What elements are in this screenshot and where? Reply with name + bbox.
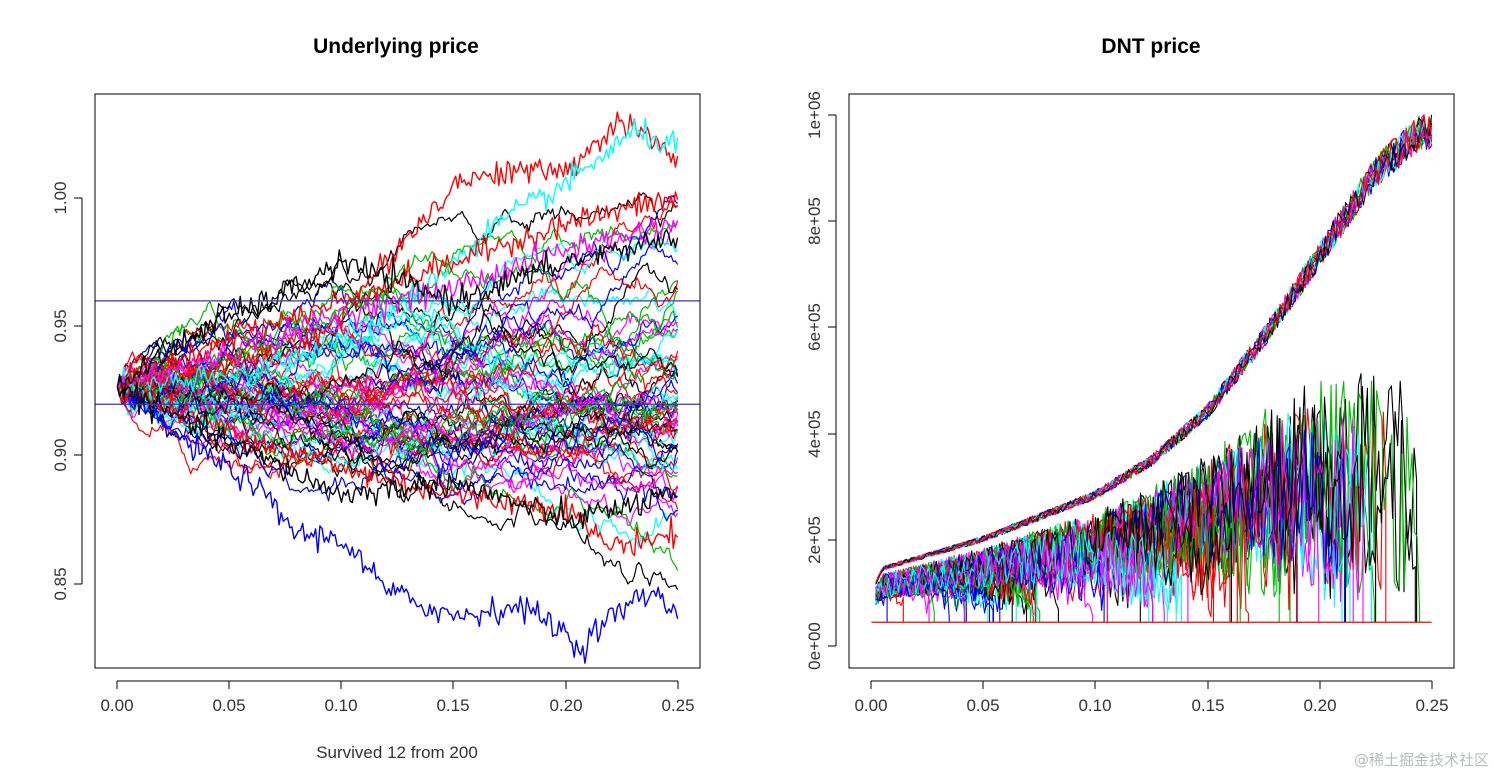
price-path [116,375,678,549]
y-tick-label: 2e+05 [805,516,824,564]
price-path [117,243,679,388]
dnt-path [875,533,1154,623]
y-tick-label: 0.85 [51,567,70,600]
y-axis: 0.85 0.90 0.95 1.00 [51,181,83,601]
watermark: @稀土掘金技术社区 [1353,751,1489,769]
price-path [117,366,679,501]
y-tick-label: 8e+05 [805,197,824,245]
price-path [117,323,679,422]
price-path [116,218,679,390]
x-axis-label: Survived 12 from 200 [316,743,478,762]
x-tick-label: 0.00 [854,696,887,715]
x-tick-label: 0.10 [324,696,357,715]
dnt-price-chart: DNT price 0.00 0.05 0.10 0.15 0.20 0.25 [805,35,1455,715]
x-tick-label: 0.05 [212,696,245,715]
plot-frame [94,93,701,669]
price-path [116,311,679,415]
price-path [117,377,679,430]
y-tick-label: 4e+05 [805,410,824,458]
price-path [116,251,678,395]
price-path [117,117,679,396]
y-tick-label: 0.95 [51,309,70,342]
dnt-path [875,530,1168,623]
dnt-path [875,380,1416,623]
chart-title: Underlying price [313,35,479,58]
barrier-lines [95,300,700,405]
price-path [116,111,679,397]
dnt-path [875,114,1433,584]
dnt-paths [871,114,1433,623]
price-path [117,375,679,461]
price-path [116,378,679,469]
price-path [116,192,678,395]
price-path [116,191,679,391]
price-paths [116,111,679,664]
y-tick-label: 6e+05 [805,303,824,351]
price-path [116,381,678,530]
x-tick-label: 0.20 [549,696,582,715]
price-path [116,379,679,664]
x-axis: 0.00 0.05 0.10 0.15 0.20 0.25 [100,680,695,715]
price-path [116,356,678,499]
y-axis: 0e+00 2e+05 4e+05 6e+05 8e+05 1e+06 [805,91,837,670]
x-axis: 0.00 0.05 0.10 0.15 0.20 0.25 [854,680,1449,715]
x-tick-label: 0.00 [100,696,133,715]
y-tick-label: 0e+00 [805,622,824,670]
dnt-path [875,120,1433,584]
price-path [116,299,679,431]
y-tick-label: 1.00 [51,181,70,214]
dnt-path [875,114,1433,583]
chart-title: DNT price [1101,35,1200,58]
plot-frame [848,93,1455,669]
price-path [116,378,678,502]
x-tick-label: 0.25 [1415,696,1448,715]
x-tick-label: 0.05 [966,696,999,715]
price-path [116,229,679,400]
underlying-price-chart: Underlying price 0.00 0.05 0.10 0.15 0.2… [51,35,701,762]
x-tick-label: 0.15 [1191,696,1224,715]
x-tick-label: 0.25 [661,696,694,715]
x-tick-label: 0.10 [1078,696,1111,715]
y-tick-label: 1e+06 [805,91,824,139]
x-tick-label: 0.20 [1303,696,1336,715]
price-path [116,320,679,418]
y-tick-label: 0.90 [51,438,70,471]
price-path [116,361,678,435]
x-tick-label: 0.15 [436,696,469,715]
